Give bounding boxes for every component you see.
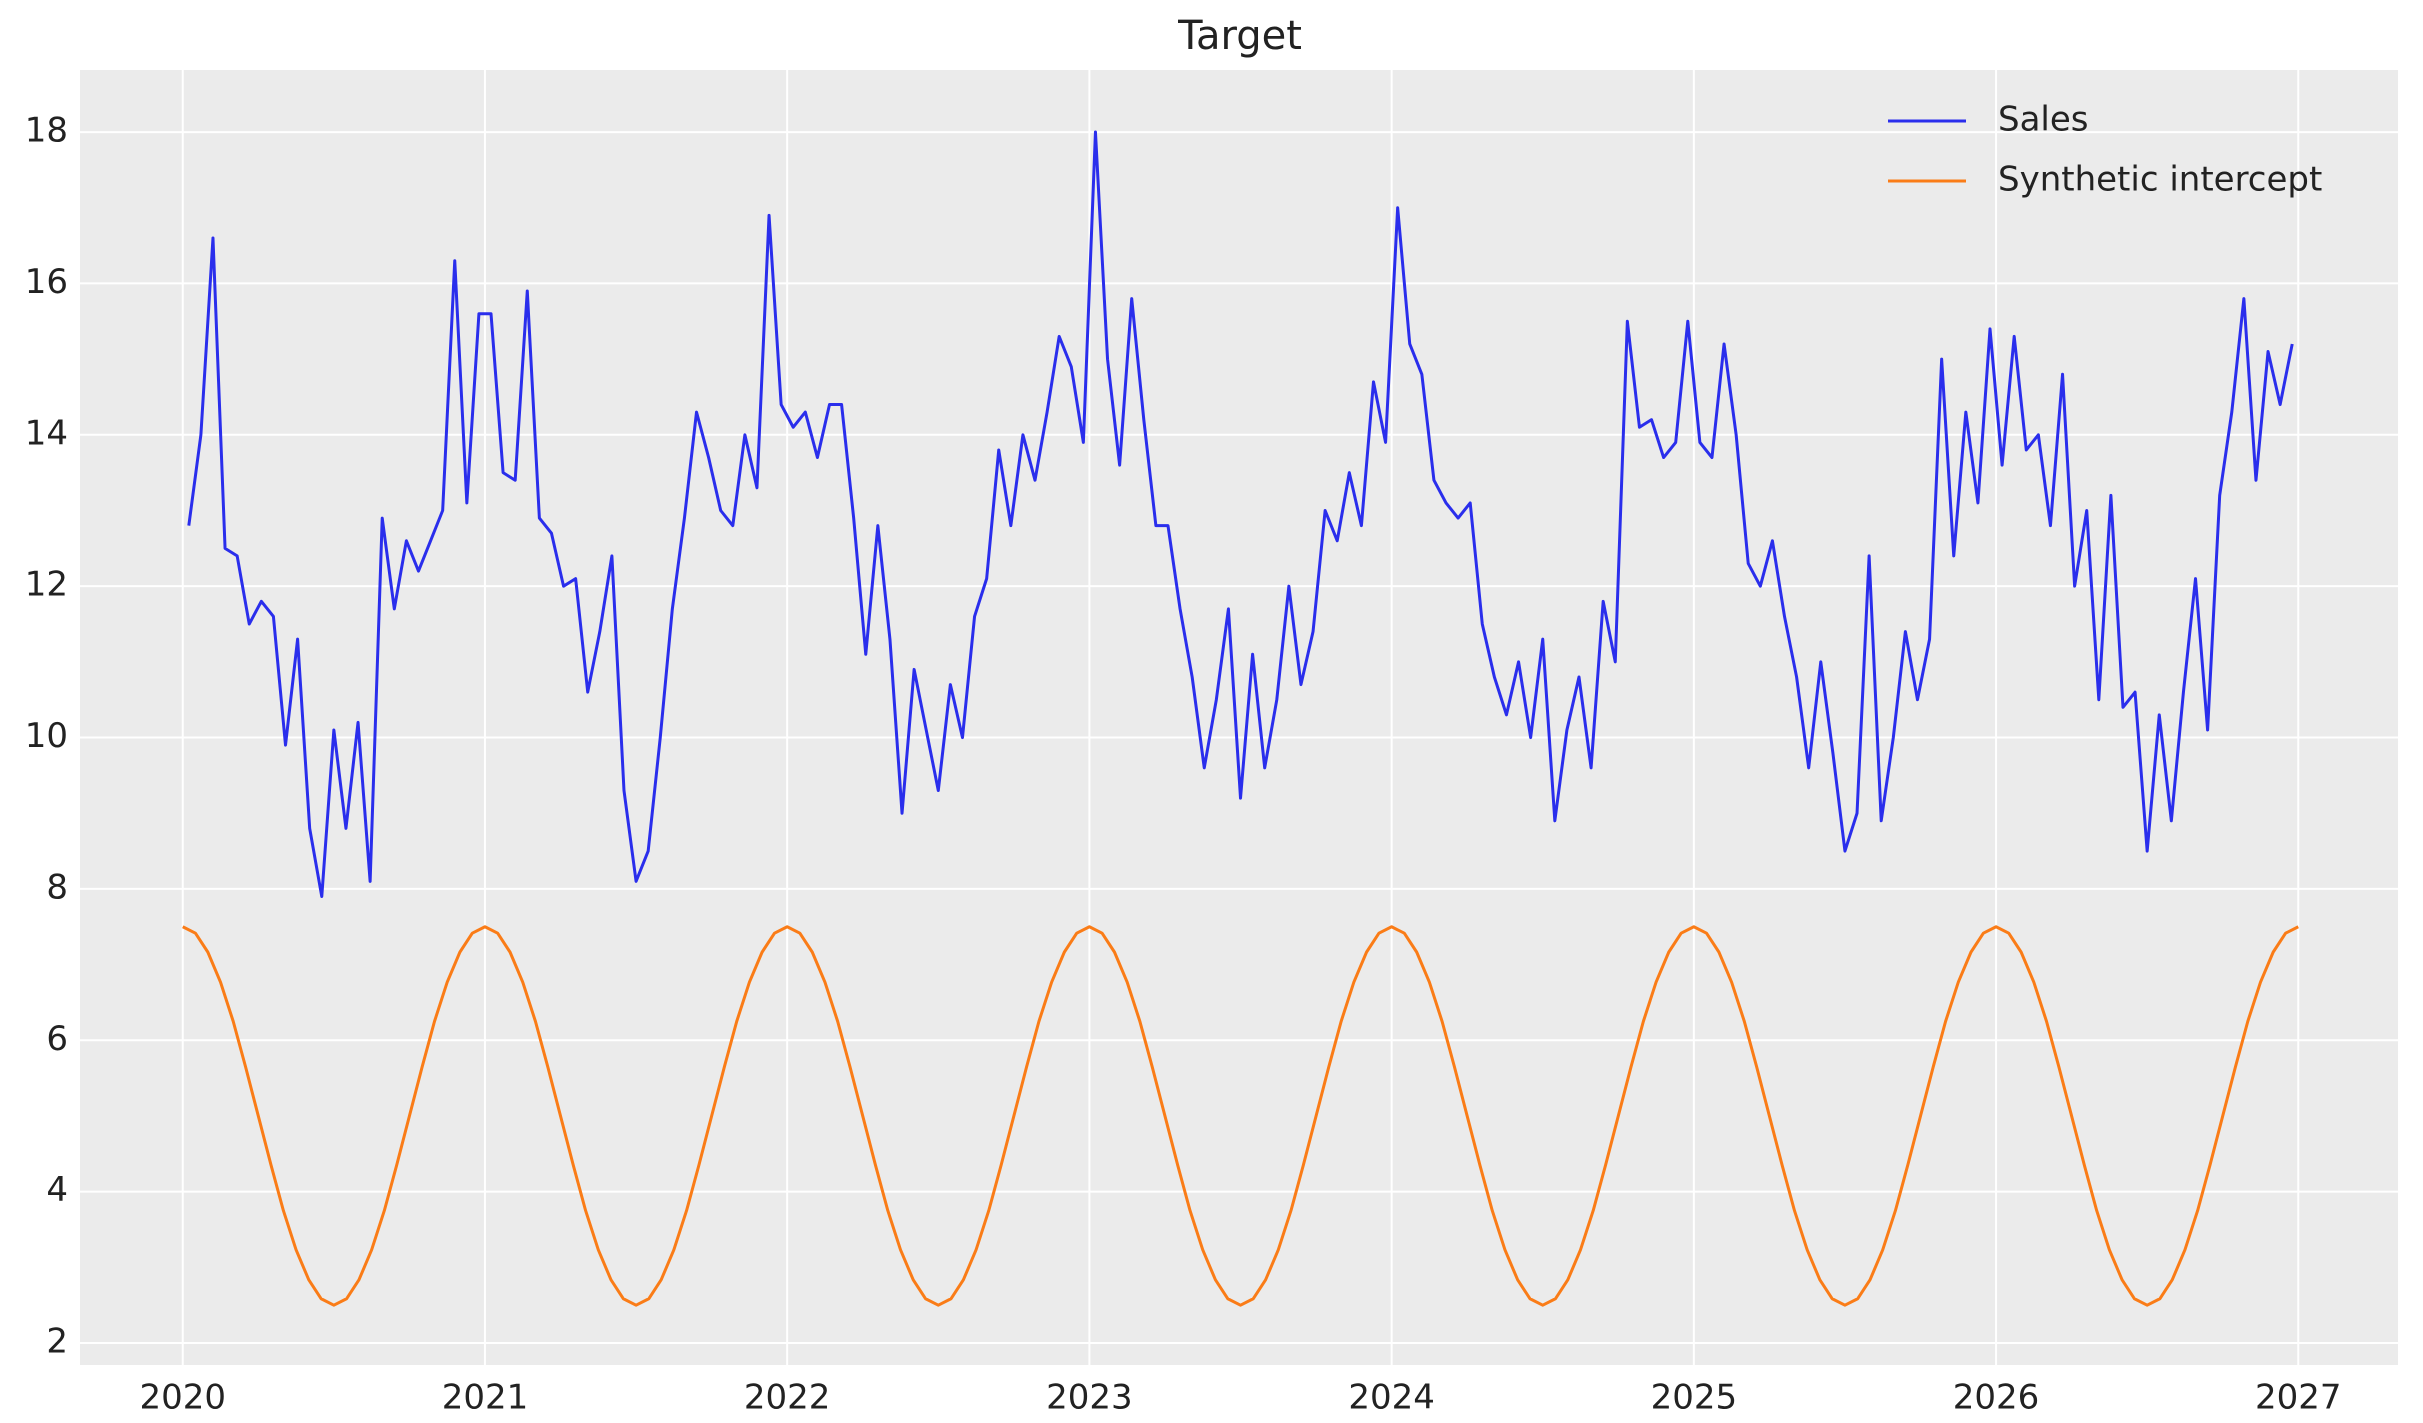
y-tick-label: 16	[25, 262, 68, 302]
y-tick-label: 14	[25, 413, 68, 453]
y-tick-label: 10	[25, 716, 68, 756]
y-tick-label: 4	[46, 1170, 68, 1210]
y-tick-label: 18	[25, 111, 68, 151]
x-tick-label: 2024	[1348, 1378, 1435, 1418]
x-tick-label: 2027	[2255, 1378, 2342, 1418]
x-tick-label: 2020	[139, 1378, 226, 1418]
series-line	[187, 130, 2294, 898]
y-tick-label: 8	[46, 867, 68, 907]
series-line	[182, 925, 2299, 1307]
x-tick-label: 2025	[1651, 1378, 1738, 1418]
y-tick-label: 6	[46, 1019, 68, 1059]
chart-title: Target	[1177, 13, 1302, 59]
x-tick-label: 2021	[442, 1378, 529, 1418]
y-tick-label: 12	[25, 565, 68, 605]
plot-background	[80, 70, 2398, 1365]
legend-label: Sales	[1998, 100, 2089, 140]
x-tick-label: 2026	[1953, 1378, 2040, 1418]
x-tick-label: 2022	[744, 1378, 831, 1418]
x-tick-label: 2023	[1046, 1378, 1133, 1418]
y-tick-label: 2	[46, 1322, 68, 1362]
legend-label: Synthetic intercept	[1998, 160, 2322, 200]
